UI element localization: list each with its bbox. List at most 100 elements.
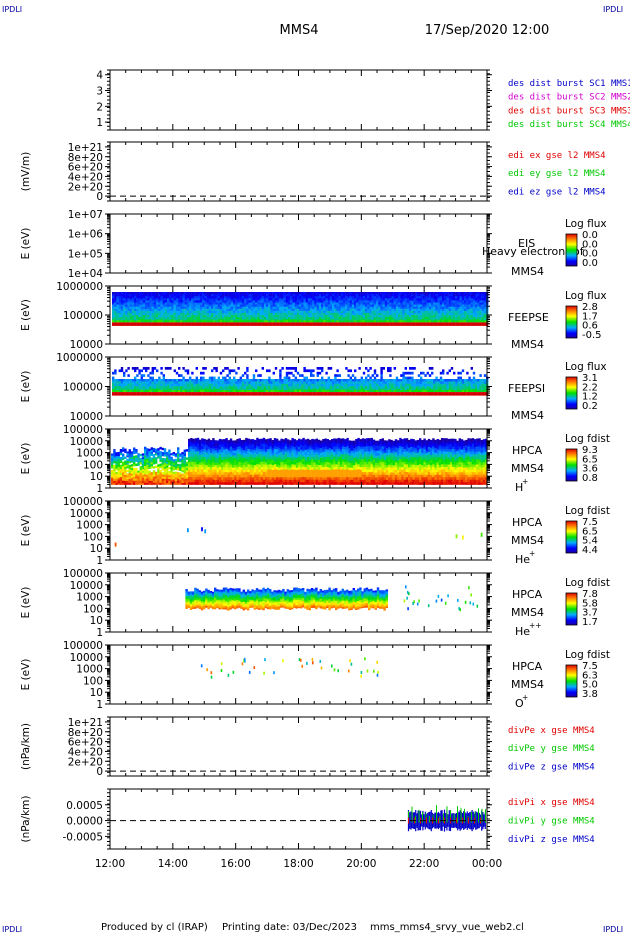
spectrogram-cell [160, 304, 163, 308]
spectrogram-cell [268, 381, 271, 385]
spectrogram-cell [208, 381, 212, 385]
spectrogram-cell [318, 322, 322, 326]
spectrogram-cell [138, 310, 141, 314]
spectrogram-cell [442, 383, 445, 387]
spectrogram-cell [305, 369, 308, 373]
spectrogram-cell [226, 308, 229, 312]
spectrogram-cell [431, 313, 434, 316]
spectrogram-cell [466, 313, 469, 316]
spectrogram-cell [334, 320, 337, 323]
spectrogram-cell [362, 302, 366, 305]
spectrogram-cell [299, 300, 302, 303]
spectrogram-cell [119, 456, 123, 460]
spectrogram-cell [140, 306, 143, 310]
spectrogram-cell [382, 390, 385, 393]
spectrogram-cell [151, 306, 154, 310]
spectrogram-cell [292, 304, 295, 308]
spectrogram-cell [178, 374, 181, 377]
spectrogram-cell [472, 300, 476, 303]
spectrogram-cell [217, 320, 220, 323]
spectrogram-cell [230, 310, 234, 314]
spectrogram-cell [340, 390, 344, 393]
spectrogram-cell [158, 292, 161, 295]
spectrogram-cell [395, 317, 399, 320]
spectrogram-cell [400, 388, 403, 392]
spectrogram-cell [340, 306, 344, 310]
spectrogram-cell [259, 322, 262, 326]
spectrogram-cell [131, 306, 135, 310]
spectrogram-cell [448, 298, 451, 301]
spectrogram-cell [222, 386, 225, 390]
spectrogram-cell [448, 308, 451, 312]
spectrogram-cell [391, 304, 394, 308]
spectrogram-cell [415, 320, 418, 323]
spectrogram-cell [118, 369, 121, 373]
spectrogram-cell [345, 320, 348, 323]
spectrogram-cell [345, 383, 348, 387]
spectrogram-cell [387, 315, 390, 318]
spectrogram-cell [235, 296, 238, 299]
spectrogram-cell [114, 300, 117, 303]
spectrogram-cell [450, 381, 454, 385]
spectrogram-cell [479, 322, 482, 326]
spectrogram-cell [358, 308, 361, 312]
spectrogram-cell [294, 383, 297, 387]
spectrogram-cell [268, 304, 271, 308]
spectrogram-cell [244, 304, 247, 308]
spectrogram-cell [446, 322, 449, 326]
spectrogram-cell [119, 476, 123, 479]
spectrogram-cell [435, 315, 438, 318]
spectrogram-cell [307, 315, 311, 318]
spectrogram-cell [127, 306, 130, 310]
spectrogram-cell [270, 383, 273, 387]
spectrogram-cell [228, 294, 231, 297]
spectrogram-cell [193, 320, 196, 323]
spectrogram-cell [173, 304, 176, 308]
spectrogram-cell [393, 322, 396, 326]
spectrogram-cell [446, 315, 449, 318]
spectrogram-cell [305, 315, 308, 318]
spectrogram-cell [191, 300, 194, 303]
spectrogram-cell [369, 310, 372, 314]
spectrogram-cell [195, 302, 198, 305]
spectrogram-cell [208, 383, 212, 387]
spectrogram-cell [130, 456, 134, 459]
spectrogram-cell [263, 386, 267, 390]
spectrogram-cell [144, 482, 147, 485]
spectrogram-cell [222, 322, 225, 326]
spectrogram-cell [404, 315, 407, 318]
spectrogram-cell [197, 322, 201, 326]
spectrogram-cell [483, 383, 487, 387]
spectrogram-cell [235, 313, 238, 316]
spectrogram-cell [380, 302, 383, 305]
spectrogram-cell [316, 317, 319, 320]
spectrogram-cell [224, 376, 227, 380]
spectrogram-cell [301, 306, 304, 310]
spectrogram-cell [147, 379, 150, 382]
spectrogram-cell [141, 467, 145, 470]
spectrogram-cell [402, 381, 405, 385]
spectrogram-cell [180, 381, 183, 385]
spectrogram-cell [303, 310, 306, 314]
spectrogram-cell [373, 369, 377, 373]
spectrogram-cell [206, 379, 209, 382]
spectrogram-cell [135, 457, 138, 460]
spectrogram-cell [237, 322, 240, 326]
spectrogram-cell [279, 308, 282, 312]
spectrogram-cell [424, 392, 427, 396]
spectrogram-cell [248, 304, 251, 308]
spectrogram-cell [464, 304, 467, 308]
spectrogram-cell [156, 292, 159, 295]
spectrogram-cell [472, 379, 476, 382]
spectrogram-cell [466, 298, 469, 301]
spectrogram-cell [338, 390, 341, 393]
spectrogram-cell [398, 302, 401, 305]
spectrogram-cell [138, 302, 141, 305]
spectrogram-cell [479, 392, 482, 396]
spectrogram-cell [115, 479, 118, 482]
spectrogram-cell [483, 302, 487, 305]
spectrogram-cell [113, 457, 116, 460]
spectrogram-cell [224, 379, 227, 382]
spectrogram-cell [411, 386, 414, 390]
